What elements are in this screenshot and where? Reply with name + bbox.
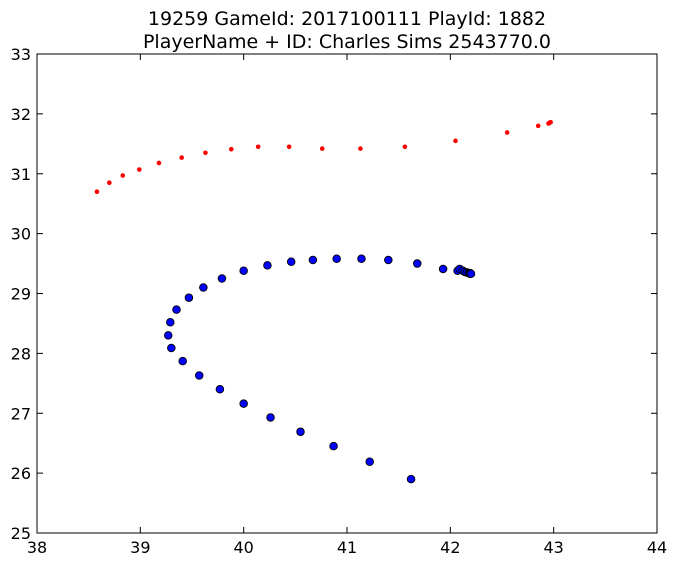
y-tick-label: 25	[11, 524, 31, 543]
red-point	[535, 123, 541, 129]
y-tick-label: 31	[11, 165, 31, 184]
x-tick-label: 41	[337, 538, 357, 557]
red-point	[319, 146, 325, 151]
red-point	[107, 180, 112, 186]
x-tick-label: 40	[233, 538, 253, 557]
x-tick-label: 44	[647, 538, 667, 557]
y-tick-label: 29	[11, 285, 31, 304]
blue-point	[406, 474, 416, 484]
blue-point	[239, 266, 248, 276]
y-tick-label: 30	[11, 225, 31, 244]
blue-point	[357, 254, 366, 264]
red-point	[504, 130, 510, 135]
red-point	[255, 144, 261, 150]
blue-point	[329, 441, 338, 451]
blue-point	[167, 343, 176, 353]
blue-point	[365, 457, 374, 467]
blue-point	[217, 274, 227, 283]
y-tick-label: 27	[11, 404, 31, 423]
red-point	[156, 160, 162, 166]
blue-point	[384, 255, 393, 265]
red-point	[228, 146, 234, 152]
red-point	[203, 150, 208, 156]
blue-point	[239, 399, 248, 408]
chart-title: 19259 GameId: 2017100111 PlayId: 1882	[148, 8, 546, 30]
red-point	[179, 155, 184, 160]
x-tick-label: 43	[543, 538, 563, 557]
blue-point	[263, 261, 272, 270]
y-tick-label: 32	[11, 105, 31, 124]
series-0	[94, 119, 553, 195]
blue-point	[466, 269, 476, 278]
blue-point	[266, 413, 275, 422]
series-1	[163, 254, 476, 484]
blue-point	[194, 371, 204, 380]
plot-frame	[36, 53, 658, 534]
blue-point	[163, 331, 173, 340]
blue-point	[296, 427, 305, 437]
red-point	[137, 167, 142, 172]
blue-point	[308, 255, 318, 265]
blue-point	[166, 317, 175, 327]
blue-point	[438, 264, 448, 274]
red-point	[120, 173, 126, 178]
data-marks	[94, 119, 553, 484]
axis-ticks	[36, 53, 658, 534]
blue-point	[184, 293, 194, 302]
x-tick-label: 38	[27, 538, 47, 557]
blue-point	[199, 283, 208, 292]
axis-tick-labels: 38 39 40 41 42 43 44 25 26 27 28 29 30 31 32 33	[11, 45, 668, 557]
red-point	[402, 144, 408, 150]
chart-subtitle: PlayerName + ID: Charles Sims 2543770.0	[143, 31, 551, 53]
x-tick-label: 39	[130, 538, 150, 557]
plot-area: 38 39 40 41 42 43 44 25 26 27 28 29 30 31 32 33	[11, 45, 668, 557]
blue-point	[172, 305, 181, 314]
red-point	[286, 144, 292, 150]
x-tick-label: 42	[440, 538, 460, 557]
red-point	[94, 189, 100, 195]
red-point	[548, 119, 553, 125]
y-tick-label: 28	[11, 344, 31, 363]
blue-point	[413, 259, 422, 268]
y-tick-label: 33	[11, 45, 31, 64]
y-tick-label: 26	[11, 464, 31, 483]
blue-point	[286, 257, 296, 267]
blue-point	[215, 385, 225, 394]
blue-point	[178, 356, 187, 366]
red-point	[358, 146, 363, 151]
red-point	[453, 138, 458, 144]
blue-point	[332, 254, 341, 264]
